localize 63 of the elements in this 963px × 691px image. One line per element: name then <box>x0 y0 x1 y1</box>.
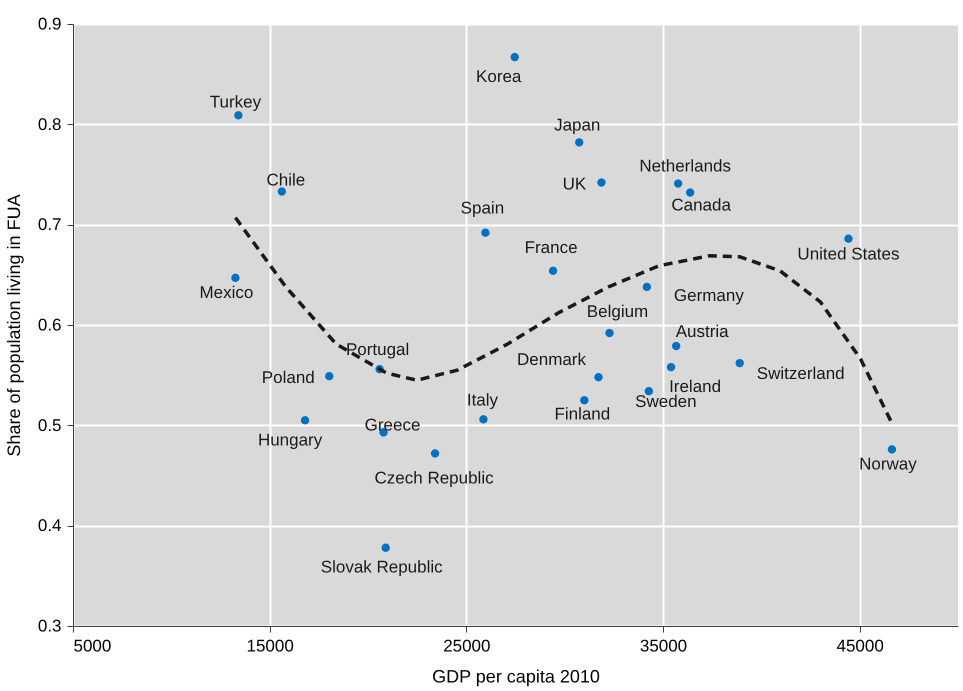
x-tick-label: 5000 <box>74 636 112 656</box>
annotation: Norway <box>859 454 918 474</box>
y-tick-label: 0.4 <box>38 516 62 536</box>
y-tick-label: 0.5 <box>38 416 62 435</box>
x-tick-label: 15000 <box>246 636 294 656</box>
annotation: Turkey <box>210 92 262 112</box>
annotation: Chile <box>266 170 306 190</box>
point <box>300 416 310 424</box>
x-axis-title: GDP per capita 2010 <box>432 666 600 686</box>
annotation: Belgium <box>586 302 648 322</box>
annotation: Spain <box>460 198 504 218</box>
point <box>672 342 680 350</box>
point <box>736 358 744 368</box>
point <box>674 179 682 188</box>
y-tick-label: 0.6 <box>38 316 62 334</box>
y-tick-label: 0.3 <box>38 616 62 636</box>
point <box>597 178 606 187</box>
point <box>594 373 603 382</box>
annotation: Hungary <box>258 430 323 450</box>
annotation: France <box>524 238 578 257</box>
annotation: Italy <box>466 390 499 410</box>
point <box>844 234 853 243</box>
point <box>666 362 676 372</box>
y-tick-label: 0.8 <box>38 114 62 134</box>
annotation: Korea <box>476 67 522 86</box>
point <box>580 396 589 404</box>
annotation: Switzerland <box>756 364 845 384</box>
y-tick-label: 0.9 <box>38 14 62 34</box>
point <box>575 138 584 147</box>
point <box>278 187 286 196</box>
annotation: UK <box>562 174 587 194</box>
annotation: Canada <box>671 196 732 215</box>
annotation: Czech Republic <box>374 468 494 488</box>
y-tick-label: 0.7 <box>38 215 62 234</box>
point <box>642 282 652 292</box>
x-tick-label: 45000 <box>836 636 884 656</box>
annotation: Germany <box>674 286 744 305</box>
annotation: Slovak Republic <box>320 558 444 577</box>
x-tick-label: 35000 <box>640 636 688 656</box>
point <box>234 111 243 120</box>
annotation: Finland <box>554 404 610 424</box>
annotation: Mexico <box>200 282 254 302</box>
y-axis-title: Share of population living in FUA <box>4 194 24 457</box>
point <box>430 449 440 458</box>
annotation: Greece <box>364 415 420 434</box>
annotation: Portugal <box>346 340 410 360</box>
annotation: Austria <box>676 322 730 342</box>
point <box>231 274 240 282</box>
annotation: United States <box>797 244 900 264</box>
point <box>605 328 614 338</box>
point <box>382 544 390 552</box>
point <box>888 445 896 454</box>
point <box>510 52 519 62</box>
annotation: Denmark <box>517 350 586 370</box>
point <box>548 266 558 275</box>
point <box>481 228 490 237</box>
x-tick-label: 25000 <box>443 636 490 656</box>
point <box>686 188 694 197</box>
annotation: Poland <box>262 368 315 388</box>
annotation: Japan <box>554 115 600 134</box>
point <box>325 372 334 380</box>
point <box>479 415 488 424</box>
annotation: Netherlands <box>639 156 731 176</box>
